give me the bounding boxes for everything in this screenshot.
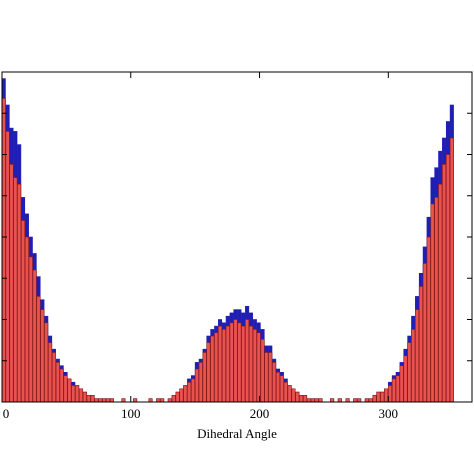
histogram-bar-series-2-bin-18 — [71, 385, 76, 403]
histogram-bar-series-2-bin-73 — [283, 381, 288, 403]
histogram-bar-series-2-bin-67 — [260, 338, 265, 403]
x-tick-label: 100 — [121, 406, 141, 421]
histogram-bar-series-2-bin-108 — [418, 286, 423, 403]
histogram-bar-series-2-bin-7 — [28, 256, 33, 403]
histogram-bar-series-2-bin-100 — [387, 385, 393, 403]
histogram-bar-series-2-bin-59 — [229, 322, 234, 403]
histogram-bar-series-2-bin-10 — [40, 309, 45, 403]
histogram-bar-series-2-bin-20 — [78, 388, 84, 403]
histogram-bar-series-2-bin-47 — [183, 385, 188, 403]
histogram-bar-series-2-bin-111 — [430, 203, 435, 403]
histogram-bar-series-2-bin-49 — [190, 378, 196, 403]
histogram-bar-series-2-bin-9 — [36, 296, 41, 403]
histogram-bar-series-2-bin-76 — [295, 391, 300, 403]
histogram-bar-series-2-bin-63 — [245, 319, 250, 403]
histogram-bar-series-2-bin-51 — [198, 362, 203, 403]
histogram-bar-series-2-bin-19 — [75, 385, 80, 403]
histogram-bar-series-2-bin-71 — [275, 371, 281, 403]
histogram-bar-series-2-bin-15 — [59, 368, 64, 403]
histogram-bar-series-2-bin-3 — [13, 177, 18, 403]
histogram-bar-series-2-bin-104 — [403, 355, 408, 403]
histogram-bar-series-2-bin-98 — [380, 391, 385, 403]
histogram-bar-series-2-bin-109 — [422, 263, 427, 403]
histogram-bar-series-2-bin-57 — [221, 329, 226, 403]
histogram-bar-series-2-bin-2 — [9, 164, 14, 403]
histogram-bar-series-2-bin-17 — [67, 378, 72, 403]
histogram-bar-series-2-bin-21 — [82, 391, 87, 403]
histogram-bar-series-2-bin-61 — [237, 322, 242, 403]
x-tick-label: 0 — [3, 406, 10, 421]
histogram-bar-series-2-bin-5 — [21, 220, 26, 403]
histogram-bar-series-2-bin-53 — [206, 342, 211, 403]
histogram-bar-series-2-bin-75 — [291, 388, 296, 403]
histogram-bar-series-2-bin-72 — [279, 375, 284, 403]
histogram-bar-series-2-bin-52 — [202, 352, 207, 403]
histogram-bar-series-2-bin-66 — [256, 332, 261, 403]
histogram-bar-series-2-bin-8 — [32, 269, 37, 403]
histogram-bar-series-2-bin-102 — [395, 375, 400, 403]
histogram-bar-series-2-bin-58 — [225, 325, 230, 403]
histogram-bar-series-2-bin-54 — [210, 335, 215, 403]
histogram-bar-series-2-bin-68 — [264, 352, 269, 403]
histogram-bar-series-2-bin-96 — [372, 395, 377, 403]
histogram-bar-series-2-bin-62 — [241, 325, 246, 403]
histogram-bar-series-2-bin-44 — [171, 395, 176, 403]
x-tick-label: 300 — [379, 406, 399, 421]
histogram-bar-series-2-bin-99 — [384, 388, 389, 403]
histogram-bar-series-2-bin-97 — [376, 391, 381, 403]
histogram-bar-series-2-bin-45 — [175, 391, 180, 403]
histogram-bar-series-2-bin-115 — [445, 154, 451, 403]
histogram-bar-series-2-bin-16 — [63, 375, 68, 403]
histogram-bar-series-2-bin-13 — [51, 352, 56, 403]
x-axis-label: Dihedral Angle — [197, 426, 277, 441]
histogram-bar-series-2-bin-107 — [415, 309, 420, 403]
histogram-bar-series-2-bin-22 — [86, 395, 91, 403]
histogram-bar-series-2-bin-23 — [90, 395, 95, 403]
histogram-bar-series-2-bin-4 — [17, 183, 22, 403]
histogram-bar-series-2-bin-116 — [449, 137, 454, 403]
histogram-bar-series-2-bin-11 — [44, 322, 49, 403]
histogram-bar-series-2-bin-6 — [24, 236, 29, 403]
histogram-bar-series-2-bin-0 — [1, 98, 6, 403]
x-tick-label: 200 — [250, 406, 270, 421]
histogram-bar-series-2-bin-110 — [426, 236, 431, 403]
histogram-bar-series-2-bin-101 — [391, 378, 396, 403]
histogram-bar-series-2-bin-103 — [399, 365, 404, 403]
histogram-bar-series-2-bin-106 — [411, 329, 416, 403]
histogram-bar-series-2-bin-64 — [248, 325, 253, 403]
histogram-bar-series-2-bin-14 — [55, 362, 60, 403]
histogram-bar-series-2-bin-69 — [268, 352, 273, 403]
histogram-bar-series-2-bin-70 — [272, 362, 277, 403]
histogram-bar-series-2-bin-48 — [187, 381, 192, 403]
histogram-bar-series-2-bin-74 — [287, 385, 292, 403]
histogram-bar-series-2-bin-112 — [434, 197, 439, 403]
histogram-bar-series-2-bin-12 — [48, 342, 53, 403]
histogram-bar-series-2-bin-77 — [299, 395, 304, 403]
histogram-bar-series-2-bin-60 — [233, 319, 238, 403]
histogram-bar-series-2-bin-113 — [438, 183, 443, 403]
histogram-bar-series-2-bin-50 — [194, 368, 199, 403]
histogram-bar-series-2-bin-105 — [407, 342, 412, 403]
histogram-bar-series-2-bin-114 — [442, 164, 447, 403]
histogram-bar-series-2-bin-56 — [218, 325, 223, 403]
histogram-bar-series-2-bin-1 — [5, 131, 10, 403]
histogram-bar-series-2-bin-55 — [214, 332, 219, 403]
histogram-bar-series-2-bin-78 — [303, 395, 308, 403]
histogram-bar-series-2-bin-46 — [179, 388, 184, 403]
histogram-bar-series-2-bin-65 — [252, 329, 257, 403]
ticks-layer: 0 100 200 300 — [1, 72, 472, 421]
